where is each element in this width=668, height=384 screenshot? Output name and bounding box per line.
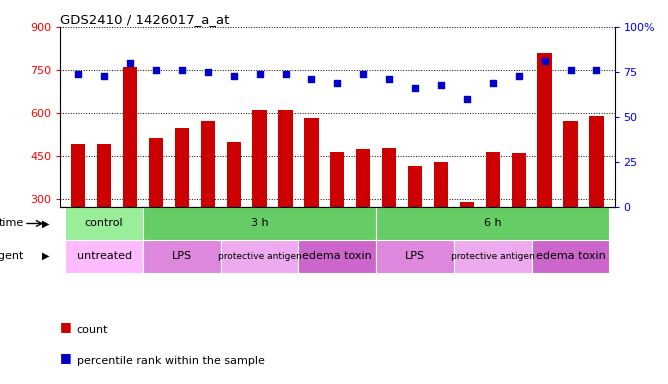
- Bar: [408, 166, 422, 207]
- Bar: [330, 152, 345, 207]
- Bar: [376, 240, 454, 273]
- Point: [591, 67, 602, 73]
- Text: edema toxin: edema toxin: [303, 251, 372, 261]
- Text: agent: agent: [0, 251, 24, 261]
- Text: count: count: [77, 325, 108, 335]
- Bar: [220, 240, 299, 273]
- Bar: [305, 118, 319, 207]
- Bar: [538, 53, 552, 207]
- Bar: [149, 139, 163, 207]
- Point: [255, 71, 265, 77]
- Bar: [532, 240, 609, 273]
- Text: time: time: [0, 218, 24, 228]
- Text: protective antigen: protective antigen: [218, 252, 301, 261]
- Point: [306, 76, 317, 82]
- Point: [462, 96, 472, 102]
- Bar: [460, 202, 474, 207]
- Bar: [253, 110, 267, 207]
- Point: [228, 73, 239, 79]
- Text: edema toxin: edema toxin: [536, 251, 605, 261]
- Text: ■: ■: [60, 351, 72, 364]
- Point: [202, 69, 213, 75]
- Point: [99, 73, 110, 79]
- Text: LPS: LPS: [172, 251, 192, 261]
- Bar: [434, 162, 448, 207]
- Point: [358, 71, 369, 77]
- Point: [539, 58, 550, 64]
- Text: control: control: [85, 218, 124, 228]
- Point: [513, 73, 524, 79]
- Bar: [299, 240, 376, 273]
- Bar: [563, 121, 578, 207]
- Point: [151, 67, 162, 73]
- Bar: [97, 144, 112, 207]
- Bar: [123, 67, 137, 207]
- Point: [488, 79, 498, 86]
- Point: [280, 71, 291, 77]
- Bar: [589, 116, 604, 207]
- Text: untreated: untreated: [77, 251, 132, 261]
- Bar: [226, 142, 241, 207]
- Bar: [71, 144, 86, 207]
- Text: LPS: LPS: [405, 251, 425, 261]
- Point: [73, 71, 84, 77]
- Bar: [454, 240, 532, 273]
- Bar: [382, 148, 396, 207]
- Point: [409, 85, 420, 91]
- Bar: [175, 128, 189, 207]
- Bar: [356, 149, 370, 207]
- Bar: [512, 153, 526, 207]
- Text: GDS2410 / 1426017_a_at: GDS2410 / 1426017_a_at: [60, 13, 230, 26]
- Bar: [486, 152, 500, 207]
- Bar: [200, 121, 215, 207]
- Bar: [143, 207, 376, 240]
- Bar: [65, 207, 143, 240]
- Bar: [279, 110, 293, 207]
- Text: ■: ■: [60, 320, 72, 333]
- Text: ▶: ▶: [41, 251, 49, 261]
- Text: 6 h: 6 h: [484, 218, 502, 228]
- Bar: [376, 207, 609, 240]
- Bar: [65, 240, 143, 273]
- Text: percentile rank within the sample: percentile rank within the sample: [77, 356, 265, 366]
- Bar: [143, 240, 220, 273]
- Point: [384, 76, 395, 82]
- Text: 3 h: 3 h: [250, 218, 269, 228]
- Text: protective antigen: protective antigen: [451, 252, 534, 261]
- Point: [332, 79, 343, 86]
- Point: [176, 67, 187, 73]
- Text: ▶: ▶: [41, 218, 49, 228]
- Point: [565, 67, 576, 73]
- Point: [125, 60, 136, 66]
- Point: [436, 81, 446, 88]
